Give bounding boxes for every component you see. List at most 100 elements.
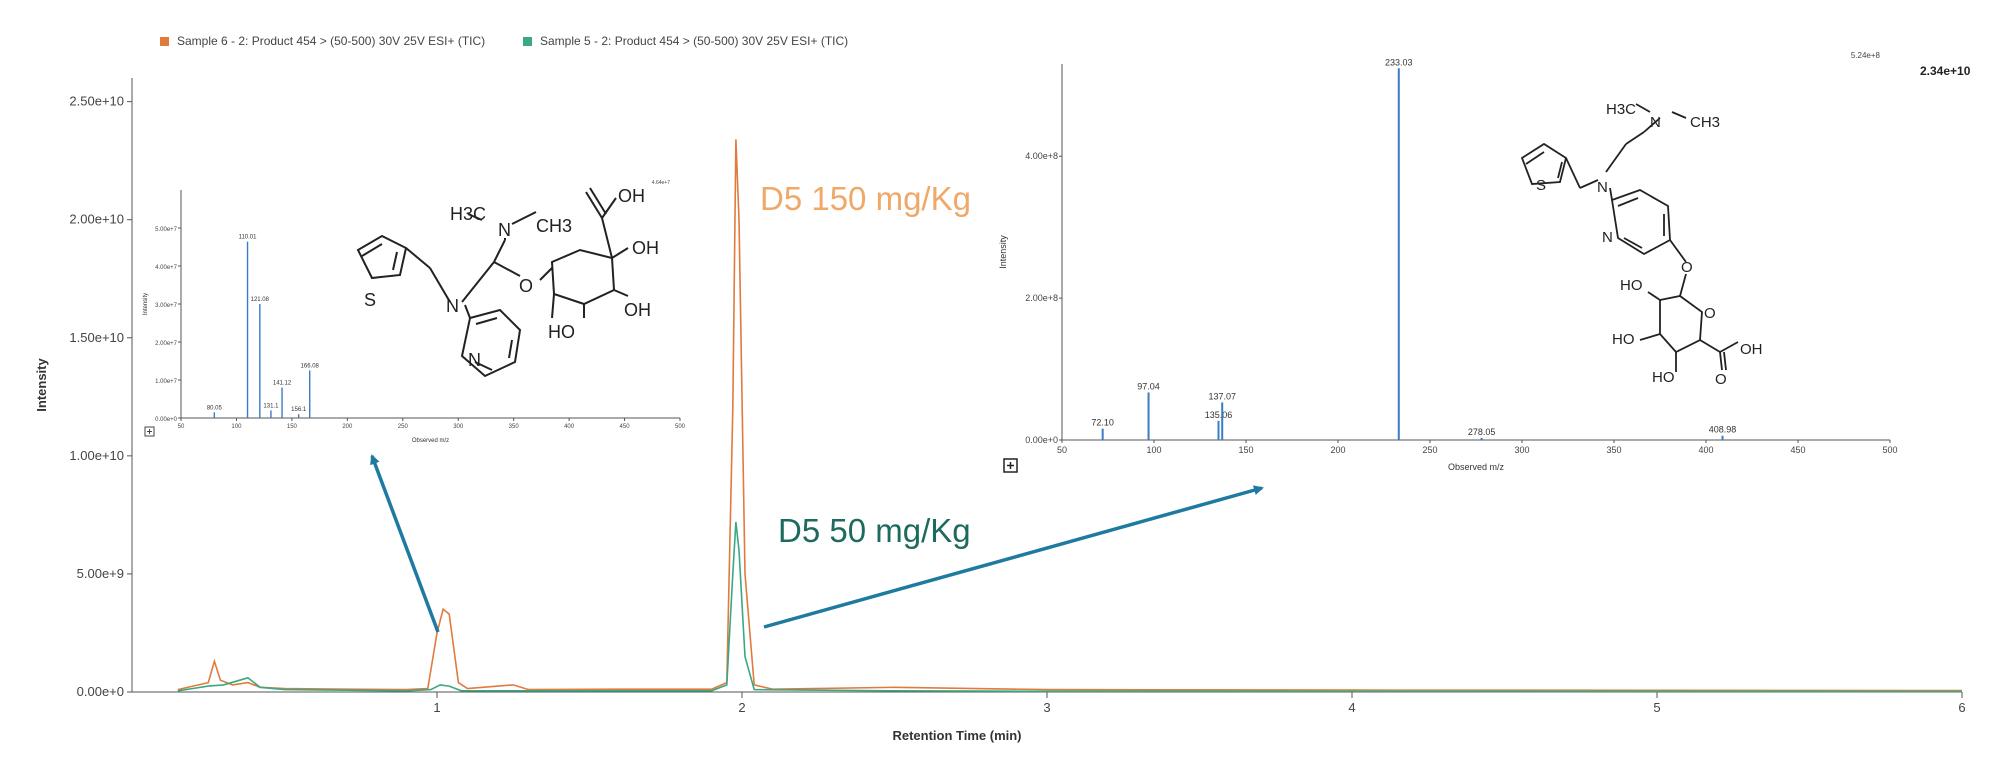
spectrum-x-tick-label: 200: [1330, 445, 1345, 455]
y-axis-title: Intensity: [34, 358, 49, 412]
spectrum-y-tick-label: 0.00e+0: [155, 417, 178, 423]
spectrum-x-tick-label: 450: [1790, 445, 1805, 455]
svg-text:N: N: [468, 350, 481, 370]
x-tick-label: 3: [1043, 700, 1050, 715]
svg-text:N: N: [1650, 114, 1661, 131]
legend-item-sample6[interactable]: Sample 6 - 2: Product 454 > (50-500) 30V…: [160, 34, 485, 48]
y-tick-label: 2.50e+10: [69, 94, 124, 109]
arrow-to-left-inset: [370, 454, 440, 633]
svg-text:HO: HO: [548, 322, 575, 342]
spectrum-peak-label: 80.05: [207, 405, 223, 411]
spectrum-y-axis-title: Intensity: [998, 235, 1008, 269]
spectrum-x-tick-label: 200: [342, 424, 353, 430]
svg-text:HO: HO: [1620, 277, 1643, 294]
y-tick-label: 1.50e+10: [69, 330, 124, 345]
x-tick-label: 5: [1653, 700, 1660, 715]
legend-label-sample5: Sample 5 - 2: Product 454 > (50-500) 30V…: [540, 34, 849, 48]
structure-left: [356, 187, 629, 378]
spectrum-x-tick-label: 300: [1514, 445, 1529, 455]
spectrum-x-tick-label: 400: [564, 424, 575, 430]
y-tick-label: 5.00e+9: [77, 566, 124, 581]
spectrum-x-tick-label: 100: [231, 424, 242, 430]
spectrum-y-axis-title: Intensity: [143, 293, 149, 315]
spectrum-y-tick-label: 4.00e+8: [1025, 151, 1058, 161]
svg-text:OH: OH: [632, 238, 659, 258]
spectrum-y-tick-label: 0.00e+0: [1025, 435, 1058, 445]
svg-text:OH: OH: [624, 300, 651, 320]
spectrum-y-tick-label: 2.00e+8: [1025, 293, 1058, 303]
x-tick-label: 6: [1958, 700, 1965, 715]
annotation-d5-50: D5 50 mg/Kg: [778, 512, 971, 549]
svg-text:CH3: CH3: [1690, 114, 1720, 131]
legend-item-sample5[interactable]: Sample 5 - 2: Product 454 > (50-500) 30V…: [523, 34, 848, 48]
spectrum-x-tick-label: 350: [509, 424, 520, 430]
spectrum-x-tick-label: 250: [1422, 445, 1437, 455]
spectrum-peak-label: 156.1: [291, 407, 307, 413]
svg-text:S: S: [364, 290, 376, 310]
spectrum-peak-label: 137.07: [1208, 391, 1236, 401]
max-intensity-label: 2.34e+10: [1920, 64, 1971, 78]
arrow-to-right-inset: [763, 485, 1264, 629]
spectrum-x-tick-label: 50: [1057, 445, 1067, 455]
spectrum-x-tick-label: 400: [1698, 445, 1713, 455]
x-tick-label: 1: [433, 700, 440, 715]
spectrum-peak-label: 135.06: [1205, 410, 1233, 420]
main-chart: 0.00e+0 5.00e+9 1.00e+10 1.50e+10 2.00e+10 2.…: [34, 78, 1966, 743]
spectrum-peak-label: 278.05: [1468, 427, 1496, 437]
structure-right-labels: H3C N CH3 S N N O HO O HO OH HO O: [1536, 101, 1763, 388]
svg-text:HO: HO: [1612, 331, 1635, 348]
y-tick-label: 2.00e+10: [69, 212, 124, 227]
svg-text:O: O: [1704, 305, 1716, 322]
svg-text:N: N: [498, 220, 511, 240]
annotation-d5-150: D5 150 mg/Kg: [760, 180, 971, 217]
spectrum-peak-label: 233.03: [1385, 57, 1413, 67]
x-axis-title: Retention Time (min): [892, 728, 1021, 743]
spectrum-peak-label: 408.98: [1709, 425, 1737, 435]
spectrum-x-tick-label: 150: [1238, 445, 1253, 455]
legend-swatch-sample6: [160, 36, 169, 46]
spectrum-y-tick-label: 5.00e+7: [155, 227, 178, 233]
legend-label-sample6: Sample 6 - 2: Product 454 > (50-500) 30V…: [177, 34, 486, 48]
spectrum-peak-label: 97.04: [1137, 381, 1160, 391]
svg-text:N: N: [1597, 179, 1608, 196]
legend-swatch-sample5: [523, 36, 532, 46]
spectrum-x-tick-label: 100: [1146, 445, 1161, 455]
series-line-sample5: [177, 521, 1963, 693]
spectrum-x-tick-label: 500: [675, 424, 686, 430]
structure-right: [1520, 103, 1739, 372]
svg-text:H3C: H3C: [1606, 101, 1636, 118]
svg-text:O: O: [1681, 259, 1693, 276]
spectrum-x-tick-label: 150: [287, 424, 298, 430]
spectrum-max-label: 4.64e+7: [652, 180, 670, 186]
svg-text:CH3: CH3: [536, 216, 572, 236]
spectrum-x-tick-label: 300: [453, 424, 464, 430]
expand-icon-left[interactable]: [144, 426, 155, 437]
svg-text:OH: OH: [618, 186, 645, 206]
spectrum-x-axis-title: Observed m/z: [412, 438, 449, 444]
spectrum-x-tick-label: 350: [1606, 445, 1621, 455]
expand-icon-right[interactable]: [1003, 458, 1018, 473]
spectrum-peak-label: 121.08: [251, 297, 270, 303]
spectrum-y-tick-label: 1.00e+7: [155, 379, 178, 385]
structure-left-labels: H3C CH3 N O OH OH OH HO S N N: [364, 186, 659, 370]
x-tick-label: 2: [738, 700, 745, 715]
y-tick-label: 1.00e+10: [69, 448, 124, 463]
svg-text:HO: HO: [1652, 369, 1675, 386]
y-tick-label: 0.00e+0: [77, 684, 124, 699]
spectrum-peak-label: 131.1: [263, 403, 279, 409]
spectrum-peak-label: 141.12: [273, 381, 292, 387]
svg-text:H3C: H3C: [450, 204, 486, 224]
inset-spectrum-left: 0.00e+0 1.00e+7 2.00e+7 3.00e+7 4.00e+7 5.00e…: [143, 180, 686, 444]
spectrum-max-label: 5.24e+8: [1851, 51, 1881, 60]
spectrum-peak-label: 110.01: [239, 235, 258, 241]
spectrum-x-axis-title: Observed m/z: [1448, 462, 1505, 472]
spectrum-x-tick-label: 50: [178, 424, 185, 430]
svg-text:N: N: [446, 296, 459, 316]
spectrum-y-tick-label: 2.00e+7: [155, 341, 178, 347]
svg-text:O: O: [1715, 371, 1727, 388]
svg-text:OH: OH: [1740, 341, 1763, 358]
svg-text:S: S: [1536, 177, 1546, 194]
spectrum-y-tick-label: 3.00e+7: [155, 303, 178, 309]
series-line-sample6: [177, 139, 1963, 692]
